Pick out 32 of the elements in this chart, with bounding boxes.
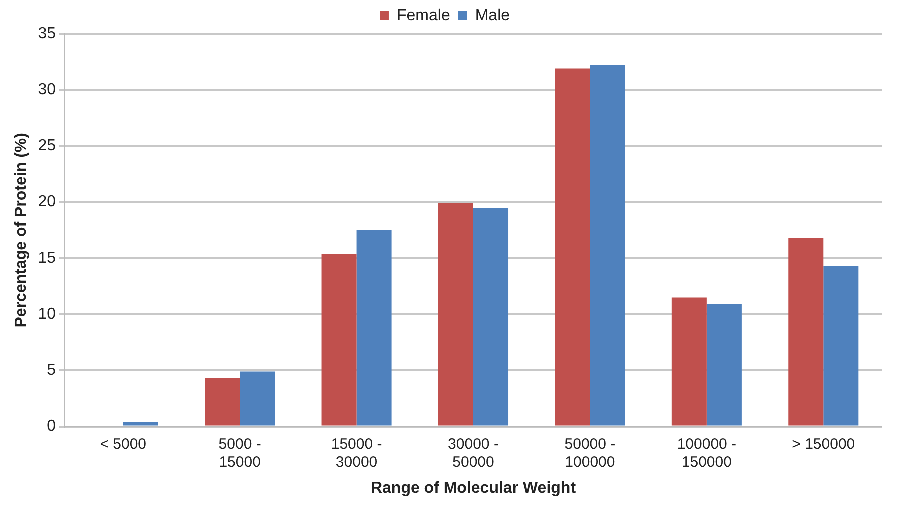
bar — [356, 230, 392, 426]
legend-label: Female — [396, 7, 450, 24]
x-tick-label: 5000 - 15000 — [218, 436, 262, 471]
y-axis-title: Percentage of Protein (%) — [13, 133, 30, 328]
y-tick-label: 15 — [38, 250, 56, 267]
bar — [824, 266, 859, 426]
x-tick-label: 50000 - 100000 — [564, 436, 616, 471]
x-tick-label: 30000 - 50000 — [448, 436, 499, 471]
y-tick-label: 35 — [38, 25, 56, 42]
bar — [322, 254, 357, 426]
bar — [205, 378, 240, 426]
bar — [788, 238, 824, 426]
bar — [123, 422, 158, 426]
bar — [438, 203, 474, 426]
bar — [555, 68, 590, 426]
x-axis-title: Range of Molecular Weight — [370, 480, 577, 497]
y-tick-label: 10 — [38, 306, 56, 323]
x-tick-label: < 5000 — [100, 436, 147, 453]
y-tick-label: 5 — [47, 362, 56, 380]
y-tick-label: 30 — [38, 82, 56, 99]
legend-label: Male — [475, 7, 510, 24]
bar — [240, 372, 276, 426]
bar — [672, 298, 707, 426]
x-tick-label: > 150000 — [792, 436, 856, 453]
bar — [706, 304, 742, 426]
x-tick-label: 15000 - 30000 — [331, 436, 382, 471]
bar — [474, 208, 509, 426]
y-tick-label: 20 — [38, 194, 56, 211]
y-tick-label: 25 — [38, 138, 56, 155]
bar — [590, 65, 626, 426]
x-tick-label: 100000 - 150000 — [677, 436, 737, 471]
y-tick-label: 0 — [47, 418, 56, 436]
